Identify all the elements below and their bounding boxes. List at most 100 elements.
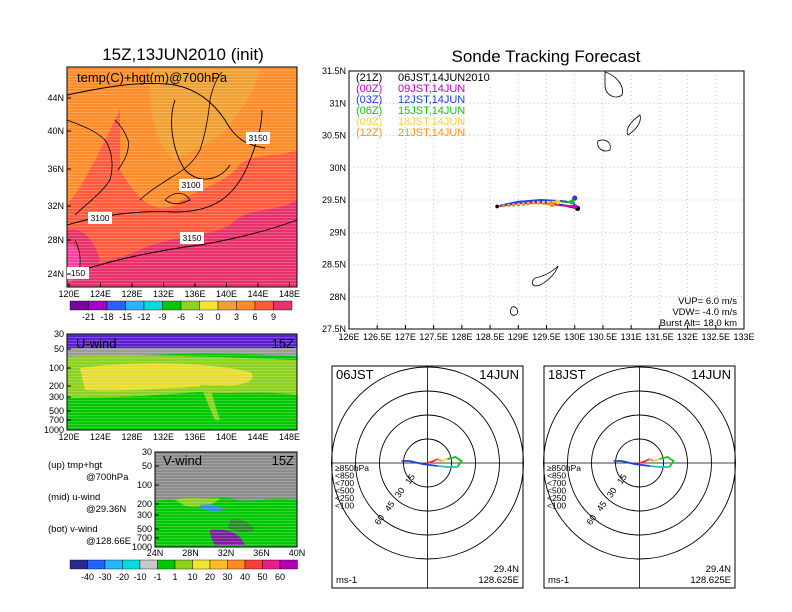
colorbar-label: -18: [100, 312, 113, 322]
lon-tick-label: 136E: [184, 432, 205, 442]
lon-tick-label: 124E: [90, 289, 111, 299]
u-wind-section: U-wind 15Z: [66, 333, 298, 431]
lon-tick-label: 128E: [121, 432, 142, 442]
level-tick-label: 100: [137, 480, 152, 490]
hodograph-segment: [659, 456, 675, 468]
polar-level-label: <850: [335, 471, 354, 481]
lon-tick-label: 132E: [677, 332, 698, 342]
map-variable-label: temp(C)+hgt(m)@700hPa: [77, 70, 228, 85]
track-line: [497, 202, 553, 208]
level-tick-label: 500: [137, 524, 152, 534]
lon-tick-label: 124E: [90, 432, 111, 442]
note-up-title: (up) tmp+hgt: [48, 460, 102, 471]
v-wind-label: V-wind: [163, 453, 202, 468]
island-outline: [604, 71, 623, 98]
polar-lon: 128.625E: [478, 575, 519, 586]
legend-run: (06Z): [356, 105, 382, 117]
colorbar-swatch: [273, 300, 293, 311]
lat-tick-label: 32N: [218, 548, 235, 558]
note-mid-title: (mid) u-wind: [48, 492, 100, 503]
v-wind-lat-ticks: 24N 28N 32N 36N 40N: [147, 548, 306, 558]
polar-unit: ms-1: [336, 575, 357, 586]
lon-tick-label: 144E: [247, 432, 268, 442]
colorbar-swatch: [69, 559, 88, 570]
hodograph-segment: [401, 460, 438, 467]
polar-time: 18JST: [548, 367, 586, 382]
v-wind-section: V-wind 15Z: [154, 451, 298, 548]
island-outline: [597, 139, 611, 152]
hodograph-segment: [437, 465, 458, 468]
colorbar-label: -9: [158, 312, 166, 322]
polar-level-label: ≥850hPa: [335, 463, 369, 473]
colorbar-label: -1: [153, 572, 161, 582]
track-lat-ticks: 31.5N 31N 30.5N 30N 29.5N 29N 28.5N 28N 27.5N: [322, 66, 346, 334]
init-title: 15Z,13JUN2010 (init): [102, 45, 264, 64]
lon-tick-label: 120E: [58, 432, 79, 442]
colorbar-label: -12: [137, 312, 150, 322]
polar-level-label: <250: [335, 493, 354, 503]
colorbar-swatch: [209, 559, 228, 570]
polar-time: 06JST: [336, 367, 374, 382]
param-vdw: VDW= -4.0 m/s: [672, 307, 737, 318]
colorbar-swatch: [106, 300, 126, 311]
note-mid-sub: @29.36N: [86, 504, 126, 515]
level-tick-label: 50: [54, 344, 64, 354]
lat-tick-label: 32N: [47, 201, 64, 211]
colorbar-swatch: [87, 559, 106, 570]
colorbar-swatch: [104, 559, 123, 570]
colorbar-swatch: [236, 300, 256, 311]
level-tick-label: 200: [49, 381, 64, 391]
temp-map-lat-ticks: 44N 40N 36N 32N 28N 24N: [47, 93, 71, 279]
polar-ring-label: 30: [605, 486, 619, 500]
colorbar-label: 60: [275, 572, 285, 582]
polar-ring-label: 15: [615, 472, 629, 486]
track-lon-ticks: 126E 126.5E 127E 127.5E 128E 128.5E 129E 129.5E…: [338, 325, 755, 342]
colorbar-swatch: [254, 300, 274, 311]
level-tick-label: 1000: [44, 425, 64, 435]
colorbar-label: -10: [133, 572, 146, 582]
lat-tick-label: 44N: [47, 93, 64, 103]
lon-tick-label: 131E: [621, 332, 642, 342]
lat-tick-label: 40N: [289, 548, 306, 558]
colorbar-swatch: [227, 559, 246, 570]
colorbar-label: -20: [116, 572, 129, 582]
wind-colorbar: -40 -30 -20 -10 -1 1 10 20 30 40 50 60: [69, 559, 298, 582]
level-tick-label: 50: [142, 461, 152, 471]
legend-time: 06JST,14JUN2010: [398, 72, 490, 84]
colorbar-swatch: [180, 300, 200, 311]
param-vup: VUP= 6.0 m/s: [678, 296, 737, 307]
hodograph-segment: [653, 458, 660, 462]
colorbar-label: -21: [82, 312, 95, 322]
lat-tick-label: 28.5N: [322, 260, 346, 270]
lat-tick-label: 29.5N: [322, 195, 346, 205]
colorbar-swatch: [217, 300, 237, 311]
lon-tick-label: 128.5E: [476, 332, 505, 342]
u-wind-label: U-wind: [76, 336, 116, 351]
hodograph-segment: [613, 460, 650, 467]
note-up-sub: @700hPa: [86, 472, 129, 483]
hodograph-segment: [447, 456, 463, 468]
track-end-point: [572, 203, 578, 210]
lon-tick-label: 132E: [153, 289, 174, 299]
lon-tick-label: 131.5E: [645, 332, 674, 342]
polar-level-label: <100: [335, 501, 354, 511]
param-burst: Burst Alt= 18.0 km: [660, 318, 737, 329]
lat-tick-label: 24N: [147, 548, 164, 558]
polar-level-label: ≥850hPa: [547, 463, 581, 473]
colorbar-swatch: [125, 300, 145, 311]
lon-tick-label: 127.5E: [419, 332, 448, 342]
colorbar-swatch: [244, 559, 263, 570]
polar-ring-label: 30: [393, 486, 407, 500]
colorbar-label: 50: [257, 572, 267, 582]
track-line: [497, 200, 572, 208]
note-bot-title: (bot) v-wind: [48, 524, 98, 535]
hodograph-segment: [649, 458, 654, 462]
lat-tick-label: 30.5N: [322, 131, 346, 141]
polar-level-label: <500: [335, 486, 354, 496]
track-end-point: [572, 195, 578, 201]
polar-ring-label: 45: [383, 499, 397, 513]
hodograph-segment: [441, 458, 448, 462]
